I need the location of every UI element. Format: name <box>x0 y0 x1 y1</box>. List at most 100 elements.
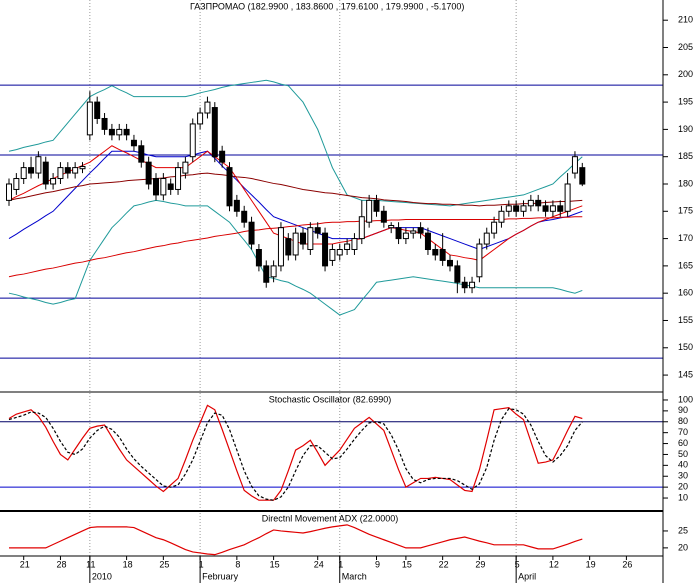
y-tick-label: 150 <box>678 342 693 352</box>
y-tick-label: 175 <box>678 206 693 216</box>
y-tick-label: 155 <box>678 315 693 325</box>
candle-body <box>6 183 12 201</box>
y-tick-label: 165 <box>678 260 693 270</box>
x-tick-label: 11 <box>86 559 95 569</box>
candle-body <box>424 232 431 251</box>
panel-title: Directnl Movement ADX (22.0000) <box>262 513 399 523</box>
overlay-line <box>8 216 583 278</box>
candle-body <box>189 123 196 158</box>
panel-title: Stochastic Oscillator (82.6990) <box>269 394 392 404</box>
candle-body <box>101 117 108 130</box>
y-tick-label: 205 <box>678 42 693 52</box>
y-tick-label: 90 <box>678 405 688 415</box>
candle-body <box>86 101 93 136</box>
y-tick-label: 80 <box>678 416 688 426</box>
candle-body <box>373 199 380 212</box>
y-tick-label: 190 <box>678 124 693 134</box>
x-tick-label: 5 <box>515 559 520 569</box>
candle-body <box>300 232 306 245</box>
candle-body <box>35 156 42 174</box>
candle-body <box>42 161 49 185</box>
x-tick-label: 26 <box>622 559 632 569</box>
candle-body <box>380 210 387 223</box>
candle-body <box>498 210 505 223</box>
x-tick-label: 19 <box>586 559 596 569</box>
overlay-line <box>8 199 583 316</box>
candle-body <box>138 145 145 163</box>
candle-body <box>167 183 174 190</box>
month-label: 2010 <box>92 571 112 581</box>
candle-body <box>469 281 476 289</box>
candle-body <box>564 183 571 212</box>
candle-body <box>336 249 343 256</box>
panel-title: ГАЗПРОМАО (182.9900 , 183.8600 , 179.610… <box>190 1 464 11</box>
x-tick-label: 18 <box>123 559 133 569</box>
y-tick-label: 25 <box>678 525 688 535</box>
candle-body <box>160 178 167 196</box>
candle-body <box>233 199 240 212</box>
y-tick-label: 170 <box>678 233 693 243</box>
candle-body <box>270 265 277 278</box>
candle-body <box>366 199 373 223</box>
month-label: April <box>518 571 536 581</box>
candle-body <box>175 167 182 190</box>
y-tick-label: 180 <box>678 178 693 188</box>
x-tick-label: 29 <box>475 559 485 569</box>
candle-body <box>72 167 79 174</box>
candle-body <box>358 216 365 240</box>
candle-body <box>505 205 512 212</box>
y-tick-label: 20 <box>678 542 688 552</box>
candle-body <box>535 199 542 207</box>
x-tick-label: 8 <box>235 559 240 569</box>
candle-body <box>211 107 218 158</box>
candle-body <box>50 178 57 185</box>
candle-body <box>571 156 578 174</box>
candle-body <box>79 166 86 170</box>
x-tick-label: 12 <box>549 559 559 569</box>
candle-body <box>108 128 115 136</box>
x-tick-label: 28 <box>56 559 66 569</box>
candle-body <box>123 128 130 136</box>
candle-body <box>388 224 395 229</box>
candle-body <box>402 232 409 240</box>
candle-body <box>263 265 270 283</box>
candle-body <box>277 227 284 267</box>
y-tick-label: 20 <box>678 482 688 492</box>
candle-body <box>542 205 549 212</box>
y-tick-label: 210 <box>678 15 693 25</box>
candle-body <box>226 167 233 207</box>
candle-body <box>204 101 211 114</box>
candle-body <box>197 112 204 125</box>
candle-body <box>483 232 490 245</box>
candle-body <box>94 101 101 119</box>
candle-body <box>513 205 520 212</box>
candle-body <box>329 249 336 261</box>
y-tick-label: 195 <box>678 96 693 106</box>
candle-body <box>116 128 123 136</box>
y-tick-label: 185 <box>678 151 693 161</box>
x-tick-label: 1 <box>338 559 343 569</box>
x-tick-label: 21 <box>20 559 30 569</box>
candle-body <box>64 167 71 174</box>
indicator-line <box>9 524 583 556</box>
candle-body <box>248 221 255 245</box>
candle-body <box>461 281 468 289</box>
candle-body <box>410 230 417 234</box>
y-tick-label: 200 <box>678 69 693 79</box>
candle-body <box>292 232 299 256</box>
candle-body <box>57 167 64 180</box>
x-tick-label: 15 <box>402 559 412 569</box>
candle-body <box>344 243 351 251</box>
candle-body <box>322 232 329 267</box>
candle-body <box>557 205 564 212</box>
y-tick-label: 50 <box>678 449 688 459</box>
candle-body <box>20 167 27 180</box>
y-tick-label: 10 <box>678 492 688 502</box>
x-tick-label: 25 <box>159 559 169 569</box>
x-tick-label: 1 <box>199 559 204 569</box>
candle-body <box>454 265 461 283</box>
candle-body <box>241 210 248 223</box>
candle-body <box>130 139 137 147</box>
candle-body <box>314 227 321 234</box>
